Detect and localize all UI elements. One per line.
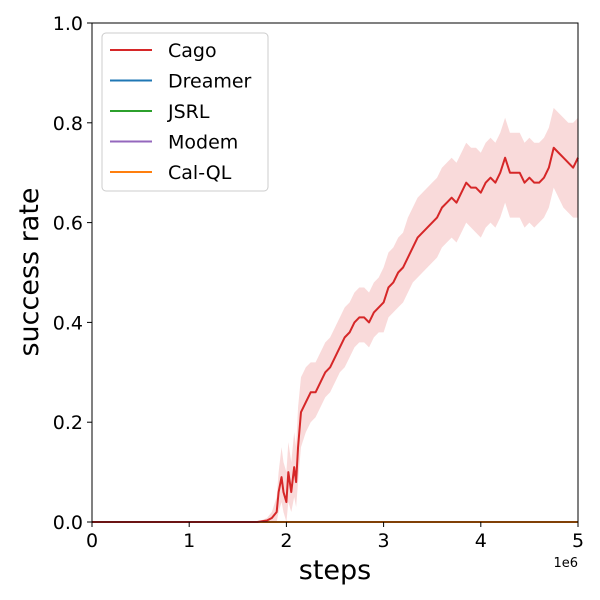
series-line-cago: [92, 146, 579, 523]
plot-frame: [91, 22, 579, 523]
legend-label-cal-ql: Cal-QL: [168, 162, 232, 184]
x-tick-label: 0: [86, 530, 98, 552]
x-axis-label: steps: [299, 555, 371, 586]
x-axis-offset-label: 1e6: [553, 556, 578, 571]
x-tick-label: 1: [183, 530, 195, 552]
series-band-cago: [92, 107, 578, 522]
x-tick-label: 5: [572, 530, 584, 552]
y-axis-label: success rate: [14, 187, 45, 356]
x-tick-label: 2: [280, 530, 292, 552]
y-tick-label: 0.6: [53, 213, 83, 235]
legend-label-cago: Cago: [168, 40, 217, 62]
legend-label-dreamer: Dreamer: [168, 71, 252, 93]
legend: Cago Dreamer JSRL Modem Cal-QL: [101, 32, 269, 192]
legend-label-modem: Modem: [168, 132, 238, 154]
x-tick-label: 3: [378, 530, 390, 552]
y-tick-label: 0.2: [53, 412, 83, 434]
legend-box: [101, 32, 269, 192]
y-tick-label: 1.0: [53, 13, 83, 35]
x-axis-ticks: 0 1 2 3 4 5: [86, 522, 584, 552]
legend-label-jsrl: JSRL: [167, 101, 210, 123]
confidence-band-layer: [92, 107, 578, 522]
y-tick-label: 0.0: [53, 512, 83, 534]
y-axis-ticks: 0.0 0.2 0.4 0.6 0.8 1.0: [53, 13, 92, 534]
y-tick-label: 0.8: [53, 113, 83, 135]
y-tick-label: 0.4: [53, 312, 83, 334]
x-tick-label: 4: [475, 530, 487, 552]
